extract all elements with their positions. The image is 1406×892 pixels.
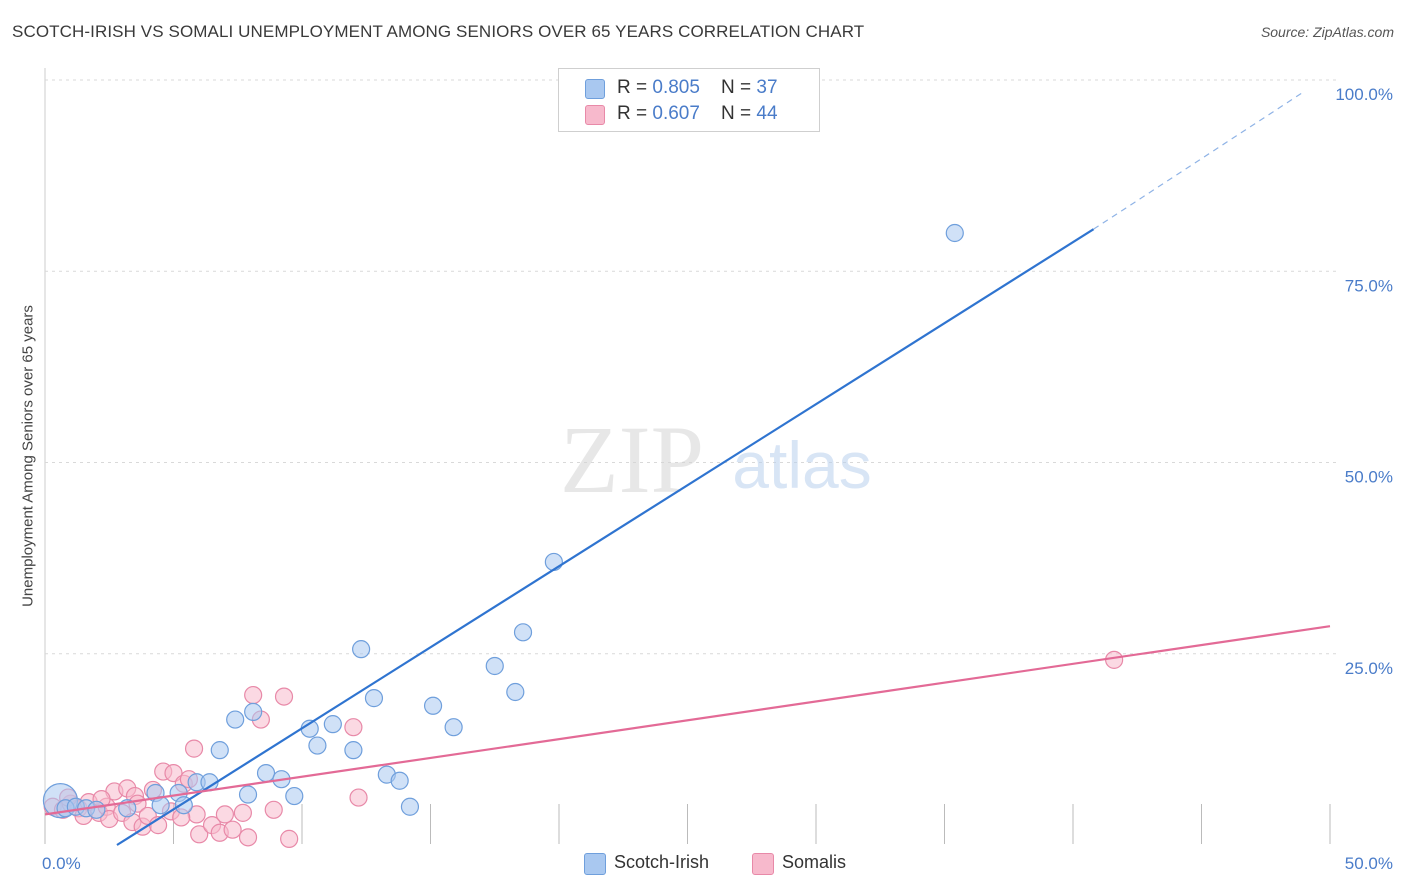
scotch-irish-point	[210, 741, 229, 760]
legend-swatch-somalis	[585, 105, 605, 125]
scotch-irish-point	[390, 771, 409, 790]
watermark-zip: ZIP	[560, 406, 704, 513]
y-tick-label: 25.0%	[1345, 659, 1393, 678]
scotch-irish-point	[513, 623, 533, 642]
somalis-point	[215, 805, 234, 824]
bottom-legend-label-scotch-irish: Scotch-Irish	[614, 852, 710, 872]
somalis-point	[190, 825, 209, 844]
scotch-irish-point	[285, 786, 304, 806]
bottom-legend-label-somalis: Somalis	[782, 852, 847, 872]
scotch-irish-trendline-extension	[1093, 90, 1305, 230]
scotch-irish-point	[444, 718, 463, 737]
somalis-point	[233, 803, 252, 822]
somalis-point	[184, 739, 204, 758]
somalis-point	[344, 718, 363, 737]
scotch-irish-point	[506, 682, 525, 702]
somalis-point	[280, 829, 299, 848]
scotch-irish-point	[423, 696, 443, 715]
scotch-irish-point	[256, 763, 276, 783]
source-credit: Source: ZipAtlas.com	[1260, 24, 1394, 40]
scotch-irish-point	[485, 656, 504, 676]
y-tick-label: 100.0%	[1335, 85, 1393, 104]
scotch-irish-point	[226, 710, 245, 729]
scotch-irish-point	[364, 689, 384, 708]
somalis-point	[274, 687, 294, 706]
somalis-trendline	[44, 625, 1331, 816]
scotch-irish-point	[244, 702, 263, 721]
y-tick-label: 50.0%	[1345, 468, 1393, 487]
scotch-irish-point	[945, 223, 964, 243]
legend-stats-scotch-irish: R = 0.805 N = 37	[617, 77, 778, 98]
scotch-irish-point	[344, 741, 363, 760]
scotch-irish-point	[352, 640, 371, 659]
scotch-irish-point	[544, 552, 563, 572]
tick-labels: 25.0% 50.0% 75.0% 100.0% 0.0% 50.0%	[42, 85, 1393, 873]
somalis-point	[264, 800, 283, 819]
x-tick-label: 0.0%	[42, 854, 81, 873]
legend-swatch-scotch-irish	[585, 79, 605, 99]
scotch-irish-trendline	[116, 228, 1095, 846]
scotch-irish-point	[87, 800, 106, 819]
somalis-point	[1105, 650, 1124, 669]
somalis-point	[244, 685, 263, 705]
watermark: ZIP atlas	[560, 406, 872, 513]
chart-title: SCOTCH-IRISH VS SOMALI UNEMPLOYMENT AMON…	[12, 22, 865, 41]
scotch-irish-point	[400, 797, 420, 816]
somalis-point	[238, 828, 258, 847]
scotch-irish-point	[323, 715, 342, 734]
scotch-irish-point	[308, 736, 327, 755]
trendlines	[44, 90, 1331, 846]
watermark-atlas: atlas	[732, 428, 871, 502]
legend-stats-somalis: R = 0.607 N = 44	[617, 103, 778, 124]
legend: R = 0.805 N = 37 R = 0.607 N = 44	[558, 68, 820, 132]
scotch-irish-point	[238, 785, 258, 804]
somalis-point	[223, 820, 242, 839]
somalis-point	[349, 788, 368, 807]
bottom-legend-swatch-somalis	[752, 853, 774, 875]
x-tick-label: 50.0%	[1345, 854, 1393, 873]
y-tick-label: 75.0%	[1345, 276, 1393, 295]
bottom-legend-swatch-scotch-irish	[584, 853, 606, 875]
